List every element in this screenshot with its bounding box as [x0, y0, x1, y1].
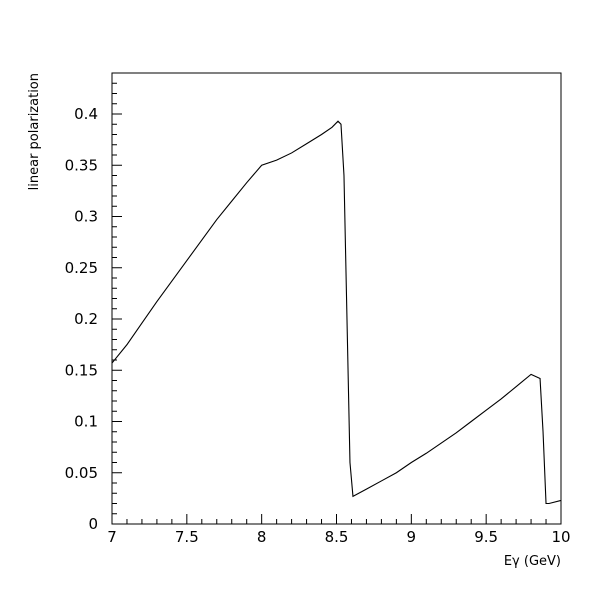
y-tick-label: 0	[88, 515, 98, 533]
x-tick-label: 9.5	[474, 528, 498, 546]
y-tick-label: 0.35	[65, 156, 98, 174]
x-tick-label: 8.5	[325, 528, 349, 546]
y-tick-label: 0.05	[65, 464, 98, 482]
y-tick-label: 0.3	[74, 208, 98, 226]
y-axis-ticks	[112, 72, 122, 525]
polarization-curve	[111, 120, 562, 505]
y-tick-label: 0.1	[74, 413, 98, 431]
x-tick-label: 10	[551, 528, 570, 546]
y-axis-title: linear polarization	[27, 73, 42, 190]
x-tick-label: 7	[107, 528, 117, 546]
y-tick-label: 0.4	[74, 105, 98, 123]
y-axis-tick-labels: 0 0.05 0.1 0.15 0.2 0.25 0.3 0.35 0.4	[65, 105, 98, 533]
x-tick-label: 9	[407, 528, 417, 546]
y-tick-label: 0.15	[65, 361, 98, 379]
x-axis-ticks	[111, 514, 562, 524]
y-tick-label: 0.2	[74, 310, 98, 328]
plot-frame	[111, 72, 562, 525]
x-tick-label: 7.5	[175, 528, 199, 546]
y-tick-label: 0.25	[65, 259, 98, 277]
x-axis-tick-labels: 7 7.5 8 8.5 9 9.5 10	[107, 528, 570, 546]
x-tick-label: 8	[257, 528, 267, 546]
x-axis-title: Eγ (GeV)	[504, 554, 561, 569]
